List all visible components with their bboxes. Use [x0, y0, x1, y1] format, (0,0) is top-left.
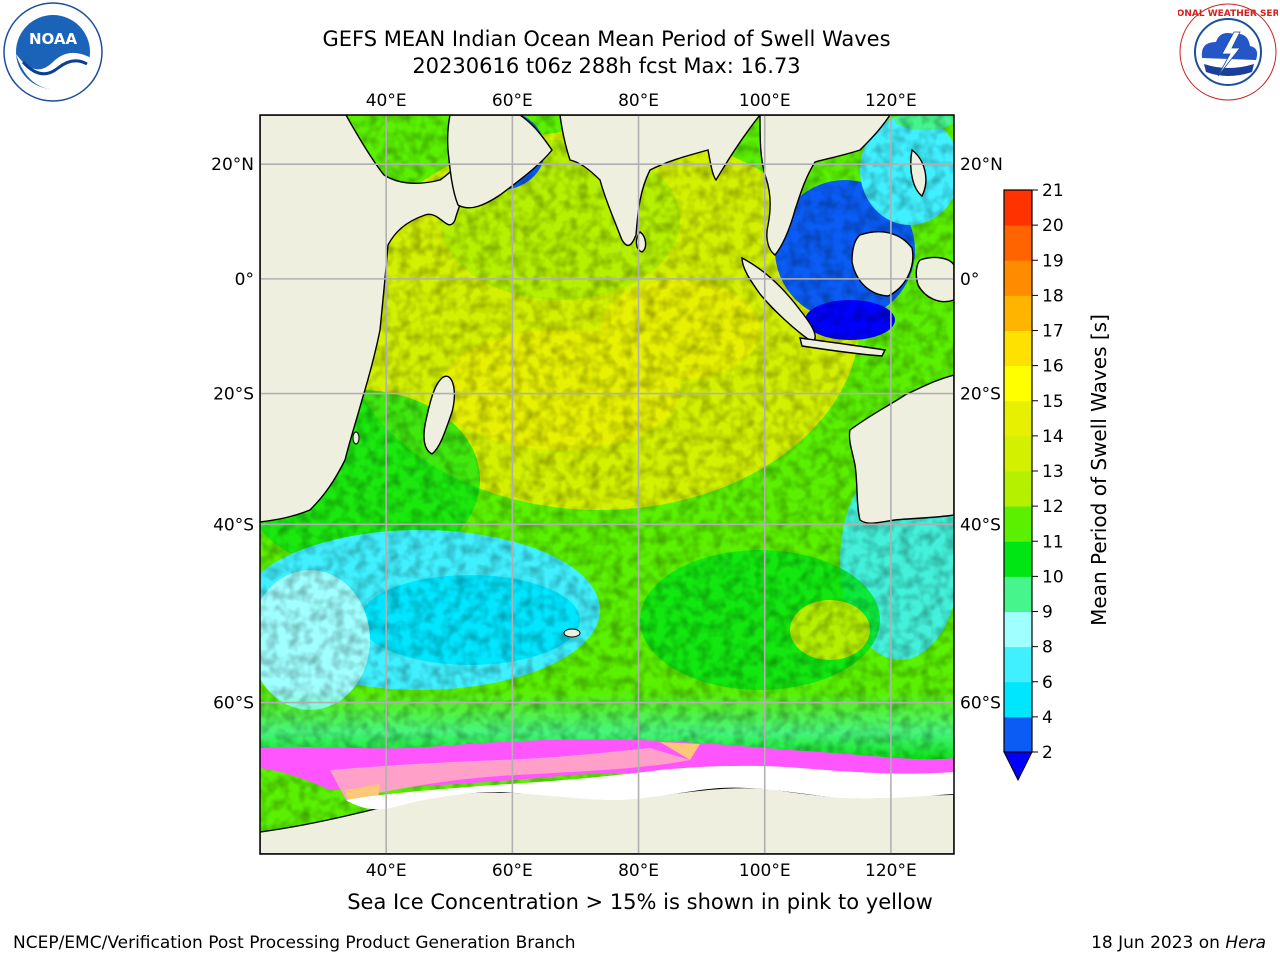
lon-tick-bottom-1: 60°E	[492, 861, 533, 881]
lon-ticks-bottom: 40°E 60°E 80°E 100°E 120°E	[366, 861, 917, 881]
colorbar-segment-11	[1004, 330, 1032, 367]
colorbar-tick-14: 19	[1042, 251, 1064, 271]
colorbar-segment-9	[1004, 400, 1032, 437]
indochina-land	[759, 115, 891, 256]
australia-land	[848, 374, 954, 524]
colorbar-tick-6: 11	[1042, 532, 1064, 552]
borneo-land	[851, 231, 914, 297]
map-plot-area	[260, 115, 954, 854]
lat-tick-right-2: 20°S	[960, 385, 1001, 405]
colorbar-tick-3: 8	[1042, 638, 1053, 658]
colorbar-segment-2	[1004, 646, 1032, 683]
map-subtitle: 20230616 t06z 288h fcst Max: 16.73	[412, 54, 801, 78]
lon-tick-top-2: 80°E	[618, 91, 659, 111]
arabia-land	[446, 115, 553, 209]
colorbar: 2 4 6 8 9 10 11 12 13 14 15 16 17 18 19 20 21	[1003, 181, 1064, 782]
lat-tick-left-2: 20°S	[213, 385, 254, 405]
colorbar-tick-4: 9	[1042, 603, 1053, 623]
colorbar-extend-low	[1003, 751, 1033, 782]
colorbar-segment-6	[1004, 506, 1032, 542]
lat-tick-right-3: 40°S	[960, 515, 1001, 535]
lon-tick-top-1: 60°E	[492, 91, 533, 111]
colorbar-tick-2: 6	[1042, 673, 1053, 693]
colorbar-tick-1: 4	[1042, 708, 1053, 728]
lat-ticks-left: 20°N 0° 20°S 40°S 60°S	[211, 155, 254, 713]
map-frame	[259, 114, 955, 855]
africa-land	[260, 115, 472, 523]
colorbar-tick-10: 15	[1042, 392, 1064, 412]
colorbar-segment-15	[1004, 190, 1032, 226]
lon-tick-bottom-0: 40°E	[366, 861, 407, 881]
colorbar-segment-1	[1004, 681, 1032, 718]
small-islands	[352, 431, 581, 638]
colorbar-tick-5: 10	[1042, 567, 1064, 587]
colorbar-segment-7	[1004, 471, 1032, 507]
colorbar-tick-16: 21	[1042, 181, 1064, 201]
colorbar-segment-5	[1004, 541, 1032, 577]
lon-tick-top-3: 100°E	[739, 91, 791, 111]
java-land	[799, 337, 887, 357]
lat-ticks-right: 20°N 0° 20°S 40°S 60°S	[960, 155, 1003, 713]
noaa-logo-text: NOAA	[29, 30, 78, 48]
swell-period-field	[260, 115, 954, 854]
sea-ice-caption: Sea Ice Concentration > 15% is shown in …	[347, 890, 933, 914]
lat-tick-right-4: 60°S	[960, 694, 1001, 714]
colorbar-segment-4	[1004, 576, 1032, 612]
map-title: GEFS MEAN Indian Ocean Mean Period of Sw…	[322, 27, 891, 51]
lat-tick-left-4: 60°S	[213, 694, 254, 714]
footer-date-text: 18 Jun 2023 on	[1091, 933, 1226, 953]
footer-machine: Hera	[1225, 933, 1266, 953]
ice-zone	[346, 765, 954, 810]
lat-tick-left-1: 0°	[235, 270, 254, 290]
noaa-logo-icon: NOAA	[3, 2, 103, 102]
gridlines	[260, 115, 954, 854]
colorbar-tick-13: 18	[1042, 286, 1064, 306]
lon-tick-bottom-4: 120°E	[865, 861, 917, 881]
colorbar-tick-8: 13	[1042, 462, 1064, 482]
lat-tick-left-3: 40°S	[213, 515, 254, 535]
lon-tick-top-0: 40°E	[366, 91, 407, 111]
colorbar-tick-7: 12	[1042, 497, 1064, 517]
colorbar-segment-8	[1004, 435, 1032, 472]
colorbar-tick-11: 16	[1042, 357, 1064, 377]
colorbar-label: Mean Period of Swell Waves [s]	[1087, 314, 1111, 626]
colorbar-tick-0: 2	[1042, 743, 1053, 763]
philippines-land	[910, 148, 927, 198]
nws-logo-text: NATIONAL WEATHER SERVICE	[1178, 9, 1278, 19]
lon-tick-top-4: 120°E	[865, 91, 917, 111]
colorbar-segment-13	[1004, 260, 1032, 296]
colorbar-segment-12	[1004, 295, 1032, 331]
lon-ticks-top: 40°E 60°E 80°E 100°E 120°E	[366, 91, 917, 111]
lon-tick-bottom-3: 100°E	[739, 861, 791, 881]
colorbar-tick-12: 17	[1042, 322, 1064, 342]
colorbar-segment-10	[1004, 365, 1032, 402]
colorbar-tick-9: 14	[1042, 427, 1064, 447]
lat-tick-right-1: 0°	[960, 270, 979, 290]
lat-tick-left-0: 20°N	[211, 155, 254, 175]
footer-branch: NCEP/EMC/Verification Post Processing Pr…	[13, 933, 576, 953]
nws-logo-icon: NATIONAL WEATHER SERVICE	[1178, 3, 1278, 101]
colorbar-tick-15: 20	[1042, 216, 1064, 236]
lon-tick-bottom-2: 80°E	[618, 861, 659, 881]
colorbar-segment-14	[1004, 225, 1032, 261]
lat-tick-right-0: 20°N	[960, 155, 1003, 175]
colorbar-segment-0	[1004, 716, 1032, 753]
colorbar-segment-3	[1004, 611, 1032, 648]
footer-date: 18 Jun 2023 on Hera	[1091, 933, 1266, 953]
